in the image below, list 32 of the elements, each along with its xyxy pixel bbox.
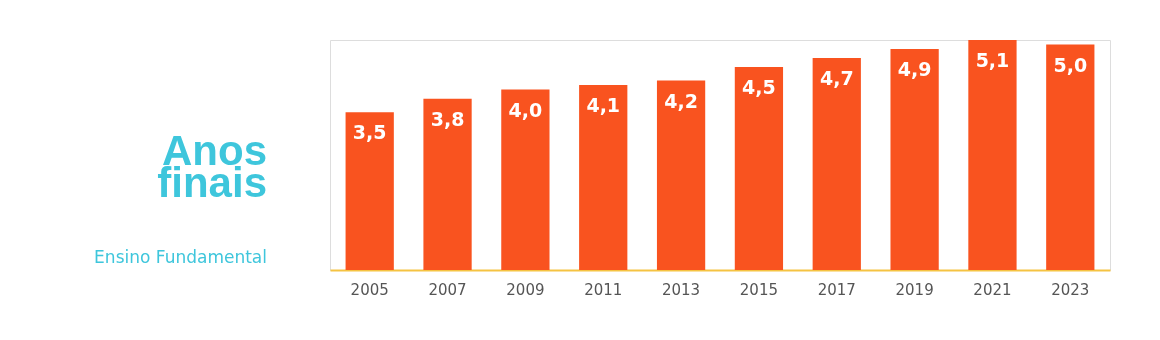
x-tick-label: 2019: [895, 280, 934, 299]
data-label: 5,0: [1053, 53, 1088, 76]
bar: [890, 49, 939, 270]
text: Anos finais: [157, 127, 267, 206]
data-label: 4,1: [586, 94, 621, 117]
data-label: 4,9: [897, 58, 932, 81]
data-label: 4,5: [742, 76, 776, 99]
data-label: 4,0: [508, 98, 543, 121]
bar: [501, 89, 550, 270]
data-label: 4,7: [819, 67, 854, 90]
x-tick-label: 2007: [428, 280, 467, 299]
bar: [423, 98, 472, 270]
bar: [734, 67, 784, 270]
x-tick-label: 2009: [506, 280, 545, 299]
bar: [579, 85, 628, 270]
bar: [812, 58, 861, 270]
x-tick-label: 2017: [817, 280, 856, 299]
bar: [345, 112, 394, 270]
bar: [1046, 44, 1095, 270]
x-tick-label: 2021: [973, 280, 1012, 299]
data-label: 3,5: [352, 121, 387, 144]
data-label: 3,8: [430, 107, 465, 130]
data-label: 4,2: [664, 89, 698, 112]
x-tick-label: 2005: [350, 280, 389, 299]
x-tick-label: 2011: [584, 280, 623, 299]
bar: [656, 80, 706, 270]
x-tick-label: 2013: [661, 280, 701, 299]
x-tick-label: 2023: [1051, 280, 1090, 299]
x-tick-label: 2015: [739, 280, 779, 299]
text: Ensino Fundamental: [94, 247, 267, 267]
bar: [968, 40, 1017, 270]
data-label: 5,1: [975, 49, 1010, 71]
